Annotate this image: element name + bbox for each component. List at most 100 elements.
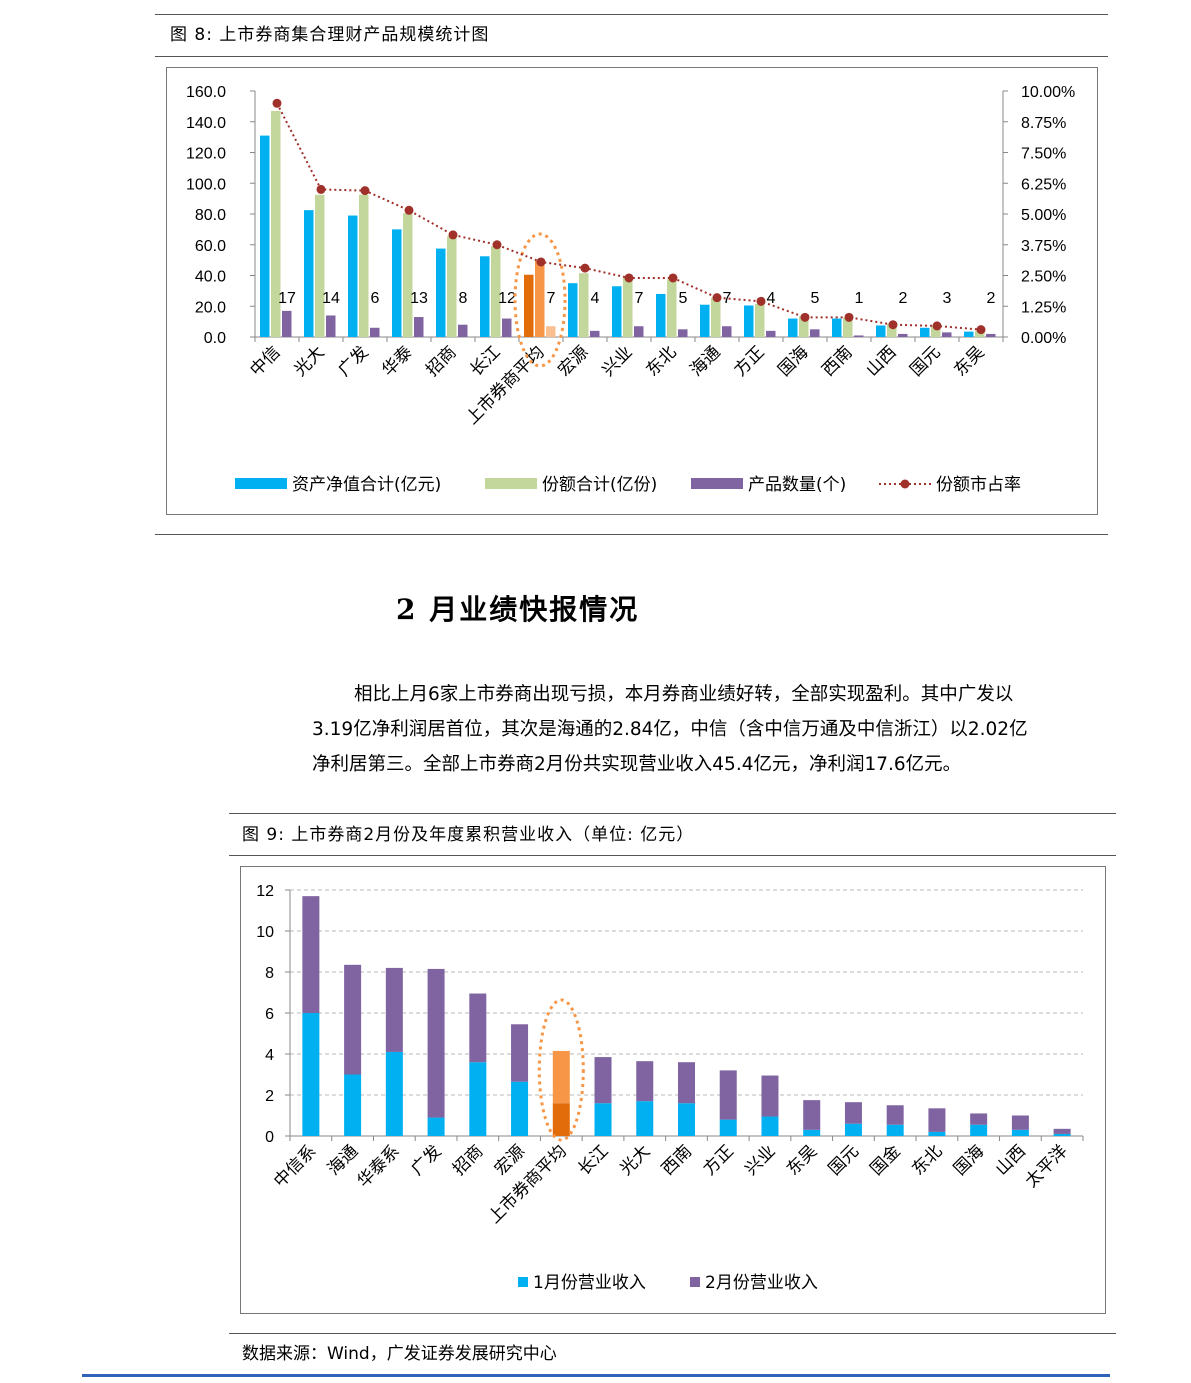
category-label: 国金 — [867, 1141, 905, 1179]
jan-revenue-bar — [719, 1119, 737, 1136]
asset-bar — [656, 293, 666, 337]
legend-label: 份额市占率 — [936, 475, 1021, 495]
left-axis-tick-label: 140.0 — [186, 115, 226, 132]
feb-revenue-bar — [719, 1070, 737, 1120]
product-count-bar — [898, 333, 908, 337]
product-count-bar — [414, 317, 424, 337]
feb-revenue-bar — [344, 964, 362, 1075]
category-label: 中信系 — [270, 1141, 320, 1191]
product-count-label: 13 — [410, 290, 428, 307]
figure8-caption: 图 8: 上市券商集合理财产品规模统计图 — [170, 25, 490, 45]
product-count-bar — [282, 310, 292, 337]
product-count-label: 4 — [591, 290, 600, 307]
y-axis-tick-label: 4 — [265, 1047, 274, 1064]
category-label: 国海 — [950, 1141, 988, 1179]
highlight-ellipse — [537, 998, 585, 1142]
category-label: 东北 — [908, 1141, 946, 1179]
feb-revenue-bar — [1011, 1115, 1029, 1130]
market-share-point — [844, 312, 854, 322]
jan-revenue-bar — [761, 1116, 779, 1136]
footer-line — [82, 1374, 1110, 1377]
legend-swatch — [690, 1277, 700, 1287]
product-count-bar — [766, 330, 776, 337]
asset-bar — [832, 318, 842, 337]
legend-line-marker — [900, 479, 910, 489]
product-count-label: 2 — [899, 290, 908, 307]
legend-label: 份额合计(亿份) — [542, 475, 657, 495]
right-axis-tick-label: 8.75% — [1021, 115, 1066, 132]
category-label: 招商 — [422, 342, 460, 380]
left-axis-tick-label: 160.0 — [186, 84, 226, 101]
market-share-point — [888, 320, 898, 330]
jan-revenue-bar — [928, 1131, 946, 1136]
product-count-label: 7 — [723, 290, 732, 307]
product-count-label: 6 — [371, 290, 380, 307]
product-count-bar — [722, 326, 732, 337]
market-share-point — [536, 257, 546, 267]
figure9-caption-rule — [229, 855, 1116, 856]
category-label: 中信 — [246, 342, 284, 380]
market-share-point — [624, 273, 634, 283]
category-label: 广发 — [407, 1141, 445, 1179]
product-count-label: 12 — [498, 290, 516, 307]
y-axis-tick-label: 8 — [265, 965, 274, 982]
asset-bar — [744, 305, 754, 337]
right-axis-tick-label: 1.25% — [1021, 299, 1066, 316]
jan-revenue-bar — [844, 1123, 862, 1136]
market-share-point — [492, 240, 502, 250]
asset-bar — [304, 210, 314, 337]
right-axis-tick-label: 5.00% — [1021, 207, 1066, 224]
category-label: 华泰 — [378, 342, 416, 380]
share-bar — [843, 317, 853, 337]
category-label: 国元 — [825, 1141, 863, 1179]
jan-revenue-bar — [302, 1013, 320, 1136]
figure8-top-rule — [155, 14, 1108, 15]
asset-bar — [700, 304, 710, 337]
body-paragraph: 相比上月6家上市券商出现亏损，本月券商业绩好转，全部实现盈利。其中广发以 3.1… — [312, 677, 1112, 782]
share-bar — [315, 194, 325, 337]
product-count-bar — [502, 318, 512, 337]
section-title: 2 月业绩快报情况 — [396, 593, 640, 626]
product-count-label: 5 — [679, 290, 688, 307]
market-share-point — [932, 321, 942, 331]
product-count-label: 4 — [767, 290, 776, 307]
product-count-label: 3 — [943, 290, 952, 307]
left-axis-tick-label: 60.0 — [195, 238, 226, 255]
left-axis-tick-label: 120.0 — [186, 146, 226, 163]
product-count-bar — [634, 326, 644, 337]
feb-revenue-bar — [844, 1102, 862, 1124]
share-bar — [711, 297, 721, 337]
category-label: 长江 — [574, 1141, 612, 1179]
legend-label: 2月份营业收入 — [705, 1273, 818, 1293]
asset-bar — [480, 256, 490, 337]
jan-revenue-bar — [970, 1124, 988, 1136]
y-axis-tick-label: 10 — [256, 924, 274, 941]
category-label: 上市券商平均 — [462, 342, 548, 428]
product-count-bar — [546, 326, 556, 337]
category-label: 西南 — [658, 1141, 696, 1179]
feb-revenue-bar — [302, 896, 320, 1013]
category-label: 长江 — [466, 342, 504, 380]
jan-revenue-bar — [469, 1062, 487, 1136]
product-count-bar — [854, 335, 864, 337]
product-count-bar — [678, 329, 688, 337]
share-bar — [667, 279, 677, 337]
share-bar — [931, 326, 941, 337]
jan-revenue-bar — [427, 1117, 445, 1136]
product-count-bar — [590, 330, 600, 337]
y-axis-tick-label: 6 — [265, 1006, 274, 1023]
jan-revenue-bar — [344, 1074, 362, 1136]
product-count-bar — [810, 329, 820, 337]
asset-bar — [436, 248, 446, 337]
feb-revenue-bar — [594, 1057, 612, 1104]
market-share-point — [800, 312, 810, 322]
product-count-label: 17 — [278, 290, 296, 307]
right-axis-tick-label: 2.50% — [1021, 269, 1066, 286]
feb-revenue-bar — [385, 967, 403, 1052]
asset-bar — [964, 331, 974, 337]
category-label: 广发 — [334, 342, 372, 380]
feb-revenue-bar — [970, 1113, 988, 1125]
product-count-label: 5 — [811, 290, 820, 307]
category-label: 光大 — [290, 342, 328, 380]
jan-revenue-bar — [678, 1103, 695, 1136]
